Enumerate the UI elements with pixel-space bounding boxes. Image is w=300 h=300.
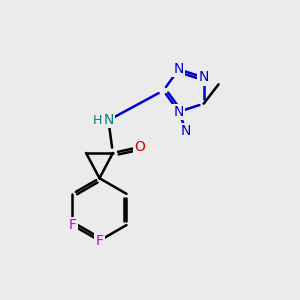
Text: O: O bbox=[134, 140, 145, 154]
Text: N: N bbox=[199, 70, 209, 85]
Text: F: F bbox=[68, 218, 76, 232]
Text: N: N bbox=[174, 62, 184, 76]
Text: N: N bbox=[174, 105, 184, 119]
Text: H: H bbox=[92, 114, 102, 127]
Text: N: N bbox=[103, 113, 114, 127]
Text: N: N bbox=[181, 124, 191, 138]
Text: F: F bbox=[95, 234, 104, 248]
